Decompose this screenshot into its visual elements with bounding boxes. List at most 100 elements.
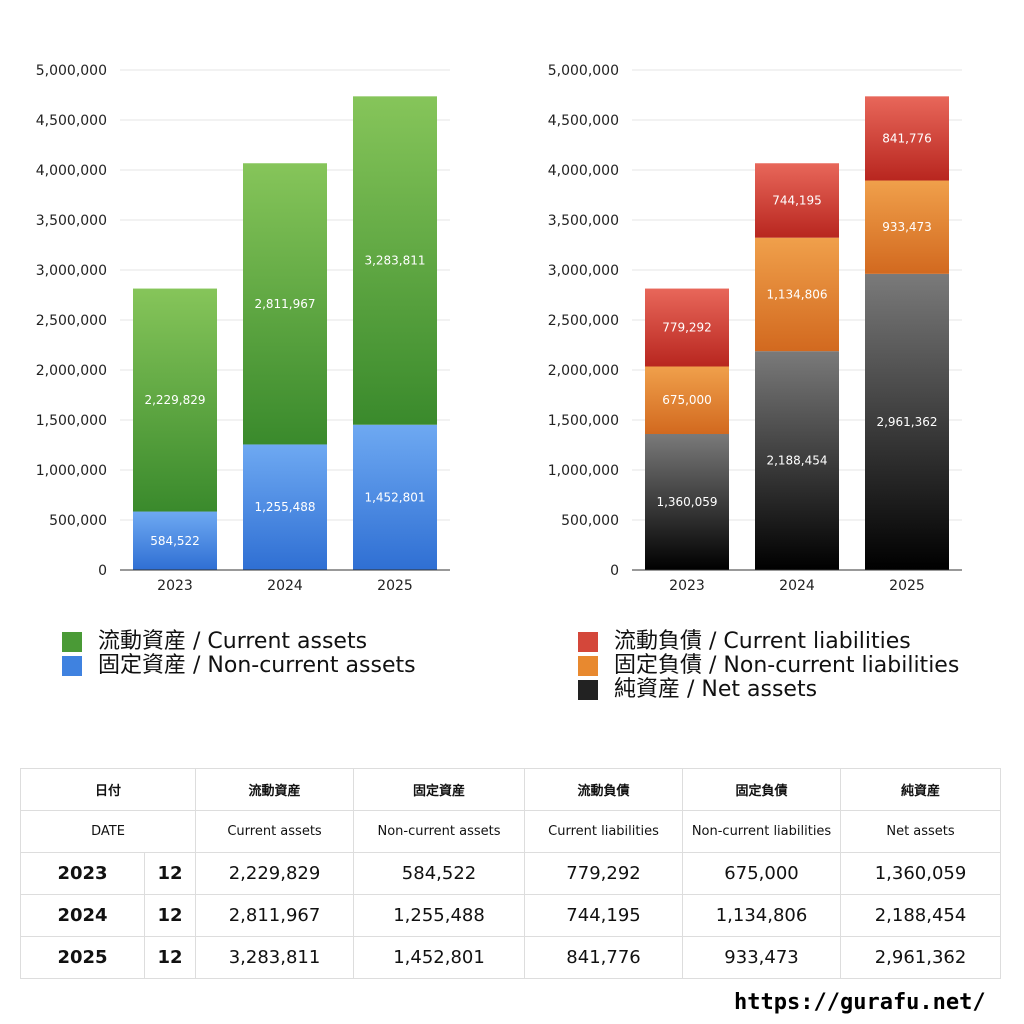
y-tick-label: 5,000,000	[548, 63, 619, 79]
table-header-non-current-liabilities: 固定負債	[682, 768, 842, 811]
data-label: 744,195	[772, 193, 822, 207]
table-header-current-liabilities-en: Current liabilities	[524, 810, 684, 853]
table-header-row-jp: 日付 流動資産 固定資産 流動負債 固定負債 純資産	[19, 768, 1002, 811]
data-label: 1,360,059	[656, 495, 717, 509]
y-tick-label: 4,000,000	[36, 163, 107, 179]
table-cell: 1,360,059	[840, 852, 1002, 895]
liabilities-legend: 流動負債 / Current liabilities 固定負債 / Non-cu…	[578, 630, 959, 702]
bar-segment	[755, 163, 839, 238]
table-cell: 933,473	[682, 936, 842, 979]
data-label: 1,452,801	[364, 490, 425, 504]
table-row: 2023 12 2,229,829 584,522 779,292 675,00…	[20, 852, 1002, 895]
table-cell: 779,292	[524, 852, 684, 895]
data-label: 2,811,967	[254, 297, 315, 311]
x-tick-label: 2024	[267, 578, 303, 594]
bar-segment	[353, 424, 437, 570]
legend-label: 流動負債 / Current liabilities	[614, 629, 911, 654]
y-tick-label: 3,000,000	[36, 263, 107, 279]
table-cell-month: 12	[143, 852, 197, 895]
y-tick-label: 4,000,000	[548, 163, 619, 179]
table-header-non-current-assets-en: Non-current assets	[353, 810, 526, 853]
y-tick-label: 3,000,000	[548, 263, 619, 279]
bar-segment	[645, 288, 729, 367]
y-tick-label: 500,000	[49, 513, 107, 529]
legend-swatch	[578, 680, 598, 700]
bar-segment	[865, 273, 949, 570]
table-cell-year: 2024	[20, 894, 145, 937]
table-cell-month: 12	[143, 894, 197, 937]
table-header-current-assets: 流動資産	[195, 768, 355, 811]
table-cell: 841,776	[524, 936, 684, 979]
bar-segment	[865, 180, 949, 274]
table-cell-month: 12	[143, 936, 197, 979]
legend-swatch	[578, 656, 598, 676]
data-label: 584,522	[150, 534, 200, 548]
data-label: 841,776	[882, 131, 932, 145]
x-tick-label: 2025	[889, 578, 925, 594]
table-header-date-en: DATE	[19, 810, 197, 853]
y-tick-label: 1,000,000	[548, 463, 619, 479]
y-tick-label: 3,500,000	[548, 213, 619, 229]
data-label: 2,961,362	[876, 415, 937, 429]
data-label: 933,473	[882, 220, 932, 234]
table-header-current-assets-en: Current assets	[195, 810, 355, 853]
legend-label: 固定負債 / Non-current liabilities	[614, 653, 960, 678]
bar-segment	[133, 288, 217, 512]
data-label: 1,134,806	[766, 287, 827, 301]
bar-segment	[645, 366, 729, 434]
data-label: 3,283,811	[364, 254, 425, 268]
table-cell: 1,452,801	[353, 936, 526, 979]
balance-sheet-table: 日付 流動資産 固定資産 流動負債 固定負債 純資産 DATE Current …	[19, 768, 1002, 979]
y-tick-label: 2,500,000	[36, 313, 107, 329]
legend-item-non-current-assets: 固定資産 / Non-current assets	[62, 654, 416, 678]
data-label: 2,188,454	[766, 454, 827, 468]
table-header-net-assets-en: Net assets	[840, 810, 1002, 853]
table-cell: 2,229,829	[195, 852, 355, 895]
legend-item-current-assets: 流動資産 / Current assets	[62, 630, 416, 654]
data-label: 675,000	[662, 393, 712, 407]
bar-segment	[755, 351, 839, 570]
bar-segment	[755, 237, 839, 352]
bar-segment	[243, 163, 327, 445]
table-header-non-current-assets: 固定資産	[353, 768, 526, 811]
bar-segment	[243, 444, 327, 570]
y-tick-label: 1,500,000	[548, 413, 619, 429]
site-url[interactable]: https://gurafu.net/	[734, 990, 986, 1015]
data-label: 779,292	[662, 321, 712, 335]
assets-chart: 0 500,000 1,000,000 1,500,000 2,000,000 2,500…	[36, 63, 450, 594]
liabilities-net-assets-chart: 0 500,000 1,000,000 1,500,000 2,000,000 2,500…	[548, 63, 962, 594]
x-tick-label: 2023	[669, 578, 705, 594]
table-row: 2025 12 3,283,811 1,452,801 841,776 933,…	[20, 936, 1002, 979]
bar-segment	[645, 433, 729, 570]
table-cell: 3,283,811	[195, 936, 355, 979]
assets-legend: 流動資産 / Current assets 固定資産 / Non-current…	[62, 630, 416, 678]
legend-item-net-assets: 純資産 / Net assets	[578, 678, 959, 702]
table-cell: 1,255,488	[353, 894, 526, 937]
table-header-date: 日付	[19, 768, 197, 811]
table-cell-year: 2025	[20, 936, 145, 979]
table-cell: 744,195	[524, 894, 684, 937]
bar-segment	[353, 96, 437, 425]
y-tick-label: 3,500,000	[36, 213, 107, 229]
bar-segment	[133, 511, 217, 570]
table-cell: 584,522	[353, 852, 526, 895]
table-cell: 2,811,967	[195, 894, 355, 937]
legend-swatch	[578, 632, 598, 652]
table-cell: 2,961,362	[840, 936, 1002, 979]
x-tick-label: 2025	[377, 578, 413, 594]
y-tick-label: 1,500,000	[36, 413, 107, 429]
y-tick-label: 1,000,000	[36, 463, 107, 479]
y-tick-label: 5,000,000	[36, 63, 107, 79]
table-row: 2024 12 2,811,967 1,255,488 744,195 1,13…	[20, 894, 1002, 937]
y-tick-label: 500,000	[561, 513, 619, 529]
y-tick-label: 2,500,000	[548, 313, 619, 329]
y-tick-label: 0	[98, 563, 107, 579]
table-header-current-liabilities: 流動負債	[524, 768, 684, 811]
bar-segment	[865, 96, 949, 181]
table-cell: 1,134,806	[682, 894, 842, 937]
table-cell: 675,000	[682, 852, 842, 895]
table-cell-year: 2023	[20, 852, 145, 895]
legend-item-non-current-liabilities: 固定負債 / Non-current liabilities	[578, 654, 959, 678]
y-tick-label: 2,000,000	[36, 363, 107, 379]
x-tick-label: 2023	[157, 578, 193, 594]
